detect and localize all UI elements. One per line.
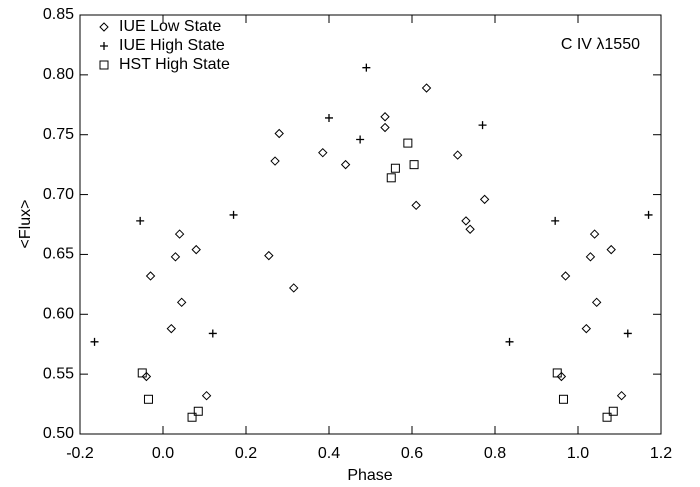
diamond-marker <box>174 229 185 239</box>
plus-marker <box>325 113 333 122</box>
plus-marker <box>505 337 514 346</box>
square-marker <box>602 412 612 422</box>
diamond-marker <box>461 216 471 226</box>
diamond-marker <box>201 390 212 401</box>
plus-marker <box>623 329 632 338</box>
x-tick-label: 0.2 <box>235 445 257 462</box>
y-tick-label: 0.65 <box>43 246 74 263</box>
diamond-marker <box>560 271 571 281</box>
diamond-marker <box>581 323 592 334</box>
plot-frame <box>79 14 662 435</box>
square-marker <box>193 406 203 416</box>
y-tick-label: 0.55 <box>43 365 74 382</box>
square-marker <box>608 406 618 416</box>
square-marker <box>552 368 562 378</box>
diamond-marker <box>589 229 600 239</box>
plus-marker <box>362 63 371 72</box>
legend-label: IUE High State <box>119 37 225 54</box>
diamond-marker <box>591 297 602 308</box>
x-tick-label: -0.2 <box>66 445 94 462</box>
plus-marker <box>90 337 99 346</box>
legend-marker <box>99 22 109 32</box>
diamond-marker <box>191 244 201 255</box>
plus-marker <box>136 216 145 225</box>
square-marker <box>403 138 413 148</box>
square-marker <box>409 160 419 170</box>
diamond-marker <box>380 112 390 122</box>
diamond-marker <box>270 156 280 166</box>
plus-marker <box>356 135 365 144</box>
diamond-marker <box>289 283 299 293</box>
x-tick-label: 1.2 <box>650 445 672 462</box>
diamond-marker <box>421 83 432 93</box>
diamond-marker <box>452 150 463 160</box>
legend-marker <box>99 60 109 70</box>
legend-label: HST High State <box>119 56 230 73</box>
square-marker <box>137 368 147 378</box>
diamond-marker <box>606 244 616 255</box>
y-tick-label: 0.75 <box>43 126 74 143</box>
diamond-marker <box>264 250 274 261</box>
x-tick-label: 0.0 <box>152 445 174 462</box>
diamond-marker <box>411 200 421 211</box>
y-tick-label: 0.60 <box>43 306 74 323</box>
diamond-marker <box>176 297 187 308</box>
diamond-marker <box>465 224 475 234</box>
diamond-marker <box>145 271 156 281</box>
diamond-marker <box>318 147 328 158</box>
x-tick-label: 0.6 <box>401 445 423 462</box>
plus-marker <box>644 210 653 219</box>
diamond-marker <box>166 323 177 334</box>
diamond-marker <box>274 128 284 139</box>
square-marker <box>386 173 396 183</box>
x-tick-label: 1.0 <box>567 445 589 462</box>
plus-marker <box>208 329 217 338</box>
y-tick-label: 0.85 <box>43 6 74 23</box>
diamond-marker <box>170 252 181 262</box>
x-tick-label: 0.4 <box>318 445 340 462</box>
diamond-marker <box>556 371 567 382</box>
diamond-marker <box>479 194 490 205</box>
diamond-marker <box>616 390 627 401</box>
y-axis-label: <Flux> <box>17 200 34 249</box>
x-tick-label: 0.8 <box>484 445 506 462</box>
y-tick-label: 0.80 <box>43 66 74 83</box>
legend-label: IUE Low State <box>119 18 221 35</box>
square-marker <box>143 394 153 404</box>
diamond-marker <box>340 159 351 170</box>
x-axis-label: Phase <box>347 467 392 484</box>
y-tick-label: 0.50 <box>43 425 74 442</box>
square-marker <box>390 163 400 173</box>
square-marker <box>187 412 197 422</box>
plus-marker <box>229 210 238 219</box>
annotation: C IV λ1550 <box>561 36 640 53</box>
y-tick-label: 0.70 <box>43 186 74 203</box>
legend-marker <box>100 42 108 50</box>
plus-marker <box>551 216 560 225</box>
square-marker <box>558 394 568 404</box>
diamond-marker <box>585 252 596 262</box>
diamond-marker <box>380 122 390 133</box>
diamond-marker <box>141 371 152 382</box>
plus-marker <box>478 121 487 130</box>
